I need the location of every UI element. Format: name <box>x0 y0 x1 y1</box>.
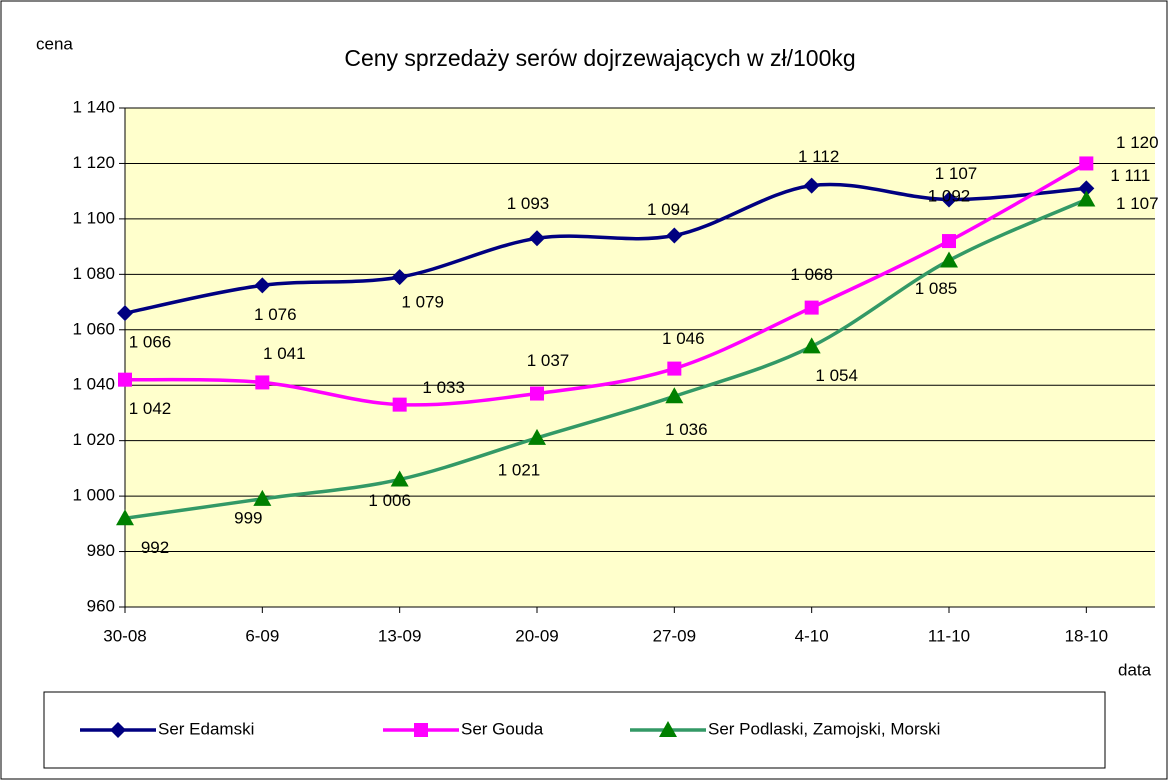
y-tick-label: 1 020 <box>72 430 115 449</box>
data-label: 1 066 <box>129 333 172 352</box>
data-label: 1 085 <box>915 279 958 298</box>
y-tick-label: 1 100 <box>72 208 115 227</box>
data-point <box>667 361 682 376</box>
data-point <box>390 470 409 487</box>
data-point <box>804 300 819 315</box>
data-label: 992 <box>141 538 169 557</box>
data-point <box>1077 190 1096 207</box>
legend-marker <box>414 723 428 737</box>
data-label: 1 093 <box>507 194 550 213</box>
y-tick-label: 1 080 <box>72 264 115 283</box>
plot-area <box>125 108 1155 607</box>
data-label: 1 068 <box>790 265 833 284</box>
x-tick-label: 30-08 <box>103 626 146 645</box>
data-point <box>118 372 132 387</box>
data-label: 1 037 <box>527 351 570 370</box>
x-tick-label: 6-09 <box>245 626 279 645</box>
x-tick-label: 13-09 <box>378 626 421 645</box>
data-label: 1 054 <box>815 366 858 385</box>
data-label: 1 046 <box>662 329 705 348</box>
data-label: 1 076 <box>254 305 297 324</box>
data-point <box>802 337 821 354</box>
data-label: 1 079 <box>401 293 444 312</box>
data-label: 999 <box>234 508 262 527</box>
y-tick-label: 960 <box>87 596 115 615</box>
y-tick-label: 980 <box>87 541 115 560</box>
data-point <box>940 251 958 268</box>
data-label: 1 036 <box>665 420 708 439</box>
legend-box <box>43 691 1106 769</box>
data-point <box>391 269 408 286</box>
y-tick-label: 1 040 <box>72 375 115 394</box>
legend-label: Ser Podlaski, Zamojski, Morski <box>708 719 940 738</box>
data-point <box>529 230 545 247</box>
y-axis-label: cena <box>36 34 73 53</box>
y-tick-label: 1 140 <box>72 97 115 116</box>
data-point <box>117 305 133 322</box>
data-label: 1 107 <box>935 164 978 183</box>
data-point <box>392 397 407 412</box>
data-point <box>1078 180 1095 197</box>
data-point <box>941 191 957 208</box>
legend-label: Ser Edamski <box>158 719 254 738</box>
x-tick-label: 27-09 <box>653 626 696 645</box>
x-tick-label: 18-10 <box>1065 626 1108 645</box>
data-point <box>254 277 271 294</box>
legend-marker <box>110 722 126 738</box>
data-label: 1 111 <box>1110 166 1150 185</box>
series-line <box>124 161 1088 407</box>
data-label: 1 006 <box>368 491 411 510</box>
data-label: 1 092 <box>928 187 971 206</box>
data-label: 1 041 <box>263 344 306 363</box>
data-label: 1 042 <box>129 399 172 418</box>
data-label: 1 094 <box>647 200 690 219</box>
data-point <box>665 387 684 404</box>
y-tick-label: 1 000 <box>72 486 115 505</box>
x-axis-label: data <box>1118 660 1152 679</box>
data-point <box>666 227 683 244</box>
data-point <box>530 386 544 401</box>
x-tick-label: 4-10 <box>795 626 829 645</box>
data-label: 1 112 <box>798 147 839 166</box>
data-point <box>803 177 820 194</box>
data-point <box>255 375 270 390</box>
data-point <box>942 234 956 249</box>
chart-title: Ceny sprzedaży serów dojrzewających w zł… <box>344 45 855 71</box>
data-point <box>528 428 546 445</box>
y-tick-label: 1 060 <box>72 319 115 338</box>
data-point <box>116 509 134 526</box>
x-tick-label: 20-09 <box>515 626 558 645</box>
legend-label: Ser Gouda <box>461 719 544 738</box>
series-line <box>124 182 1087 315</box>
series-line <box>124 197 1088 521</box>
data-label: 1 107 <box>1116 194 1159 213</box>
legend-marker <box>659 721 677 737</box>
data-point <box>253 489 272 506</box>
data-label: 1 120 <box>1116 133 1159 152</box>
y-tick-label: 1 120 <box>72 153 115 172</box>
data-point <box>1079 156 1094 171</box>
data-label: 1 033 <box>422 378 465 397</box>
x-tick-label: 11-10 <box>928 626 970 645</box>
data-label: 1 021 <box>498 460 541 479</box>
